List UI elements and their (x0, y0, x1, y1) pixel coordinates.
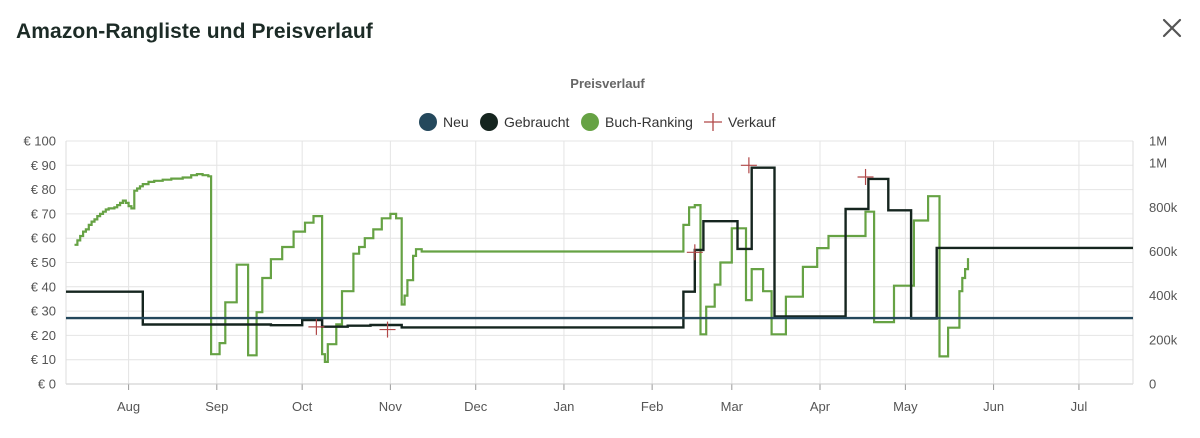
legend-label-0: Neu (443, 114, 469, 130)
chart-title: Preisverlauf (570, 76, 645, 91)
x-tick-label: Nov (379, 399, 403, 414)
y-left-tick-label: € 90 (31, 158, 56, 173)
y-right-tick-label: 0 (1149, 377, 1156, 392)
y-left-tick-label: € 100 (23, 134, 56, 149)
x-tick-label: May (893, 399, 918, 414)
legend-marker-1 (480, 113, 498, 131)
x-tick-label: Jul (1071, 399, 1088, 414)
close-icon (1162, 18, 1182, 38)
y-right-tick-label: 400k (1149, 288, 1178, 303)
y-right-tick-label: 200k (1149, 332, 1178, 347)
modal-header: Amazon-Rangliste und Preisverlauf (0, 0, 1200, 64)
series-line-gebraucht (66, 166, 1133, 329)
chart-svg: Preisverlauf Neu Gebraucht Buch-Ranking Verk… (23, 76, 1178, 414)
y-right-tick-label: 600k (1149, 244, 1178, 259)
series-line-buch-ranking (74, 173, 970, 363)
x-tick-label: Dec (464, 399, 488, 414)
y-left-tick-label: € 60 (31, 231, 56, 246)
price-history-chart: Preisverlauf Neu Gebraucht Buch-Ranking Verk… (0, 64, 1200, 433)
y-right-tick-label: 1M (1149, 134, 1167, 149)
y-left-tick-label: € 40 (31, 279, 56, 294)
legend-label-1: Gebraucht (504, 114, 569, 130)
legend-label-3: Verkauf (728, 114, 776, 130)
y-right-tick-label: 1M (1149, 156, 1167, 171)
x-tick-label: Mar (721, 399, 744, 414)
x-tick-label: Jan (553, 399, 574, 414)
y-left-tick-label: € 30 (31, 304, 56, 319)
x-tick-label: Apr (810, 399, 831, 414)
x-tick-label: Aug (117, 399, 140, 414)
y-left-tick-label: € 10 (31, 352, 56, 367)
x-tick-label: Sep (205, 399, 228, 414)
legend-label-2: Buch-Ranking (605, 114, 693, 130)
modal-title: Amazon-Rangliste und Preisverlauf (16, 20, 373, 43)
x-tick-label: Feb (641, 399, 663, 414)
x-tick-label: Jun (983, 399, 1004, 414)
y-right-tick-label: 800k (1149, 200, 1178, 215)
close-button[interactable] (1156, 12, 1188, 44)
y-left-tick-label: € 0 (38, 377, 56, 392)
y-left-tick-label: € 70 (31, 206, 56, 221)
y-left-tick-label: € 20 (31, 328, 56, 343)
x-tick-label: Oct (292, 399, 313, 414)
y-left-tick-label: € 50 (31, 255, 56, 270)
legend-marker-2 (581, 113, 599, 131)
y-left-tick-label: € 80 (31, 182, 56, 197)
legend-marker-0 (419, 113, 437, 131)
